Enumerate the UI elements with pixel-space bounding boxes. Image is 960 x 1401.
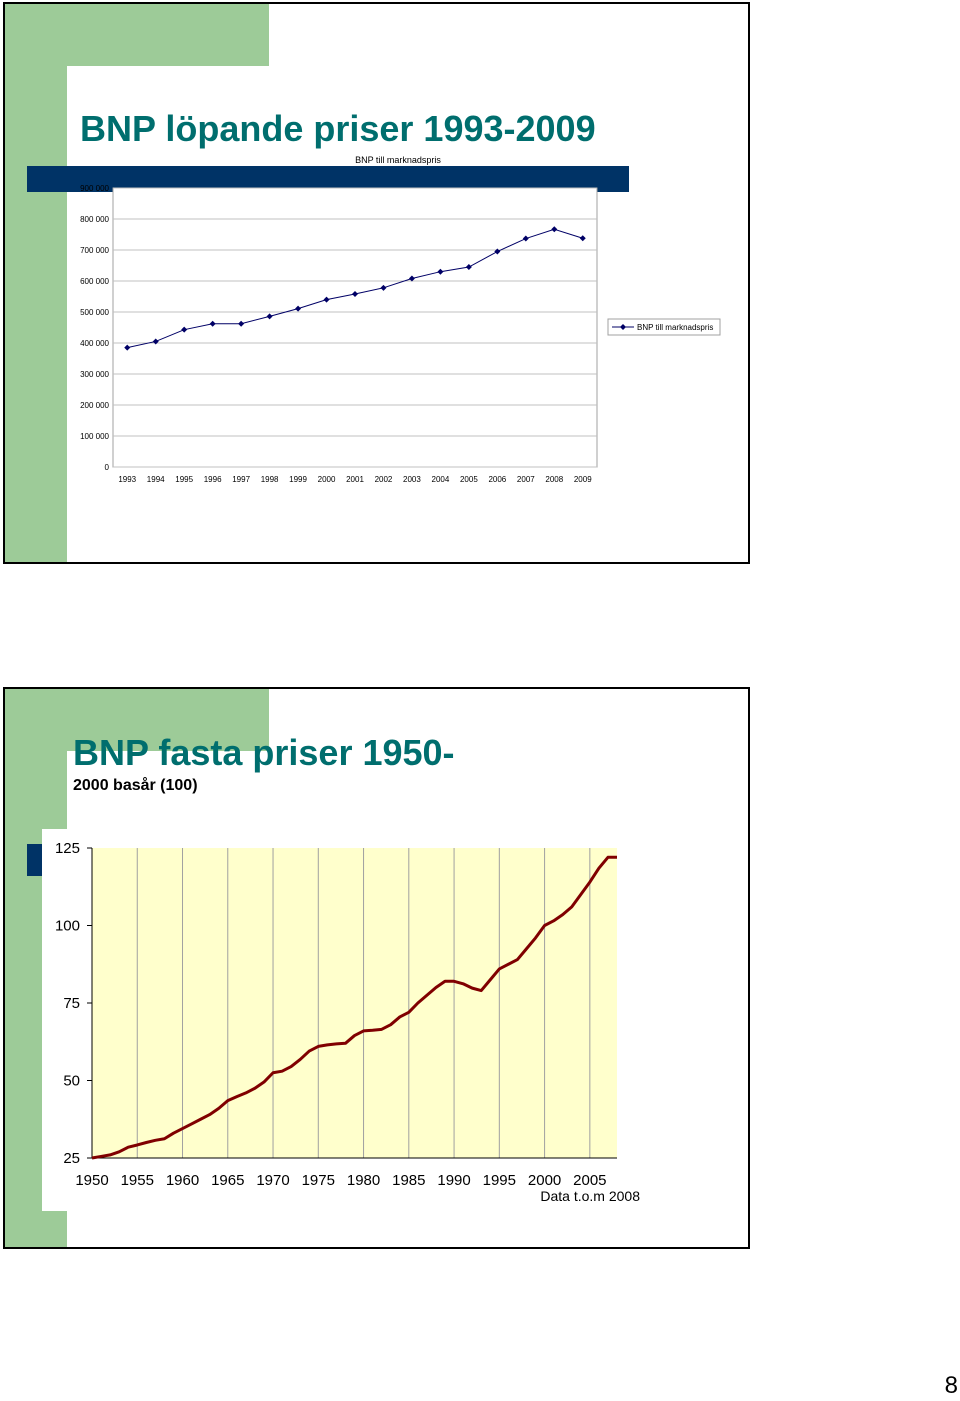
data-point <box>465 264 472 271</box>
data-point <box>124 344 131 351</box>
chart-title: BNP till marknadspris <box>355 155 441 165</box>
green-accent-left <box>5 4 67 562</box>
series-line <box>91 855 617 1160</box>
x-tick-label: 1998 <box>261 475 279 484</box>
x-tick-label: 2001 <box>346 475 364 484</box>
page-number: 8 <box>944 1372 958 1399</box>
x-tick-label: 1950 <box>75 1172 108 1189</box>
data-point <box>209 320 216 327</box>
data-point <box>494 248 501 255</box>
y-tick-label: 500 000 <box>80 308 109 317</box>
data-point <box>295 305 302 312</box>
y-tick-label: 25 <box>63 1150 80 1167</box>
x-tick-label: 2000 <box>528 1172 561 1189</box>
x-tick-label: 1995 <box>175 475 193 484</box>
x-tick-label: 2005 <box>460 475 478 484</box>
plot-area <box>92 848 617 1158</box>
x-tick-label: 2008 <box>545 475 563 484</box>
x-tick-label: 2003 <box>403 475 421 484</box>
x-tick-label: 2009 <box>574 475 592 484</box>
x-tick-label: 2005 <box>573 1172 606 1189</box>
y-tick-label: 200 000 <box>80 401 109 410</box>
x-tick-label: 1997 <box>232 475 250 484</box>
data-point <box>238 320 245 327</box>
data-point <box>579 235 586 242</box>
legend-marker <box>620 324 626 330</box>
x-tick-label: 1970 <box>256 1172 289 1189</box>
y-tick-label: 300 000 <box>80 370 109 379</box>
chart-bnp-fasta: 1950 1955 1960 1965 1970 1975 1980 1985 1990 1995… <box>42 829 640 1211</box>
x-tick-label: 2004 <box>432 475 450 484</box>
x-tick-label: 2006 <box>488 475 506 484</box>
x-tick-label: 1965 <box>211 1172 244 1189</box>
y-tick-label: 100 000 <box>80 432 109 441</box>
x-tick-label: 1975 <box>302 1172 335 1189</box>
x-tick-label: 1999 <box>289 475 307 484</box>
data-point <box>380 284 387 291</box>
data-point <box>352 291 358 298</box>
y-tick-label: 75 <box>63 995 80 1012</box>
y-tick-label: 50 <box>63 1073 80 1090</box>
slide-1: BNP löpande priser 1993-2009 BNP till ma… <box>3 2 750 564</box>
data-point <box>266 313 273 320</box>
x-tick-label: 1993 <box>118 475 136 484</box>
x-tick-label: 1990 <box>437 1172 470 1189</box>
x-tick-label: 1955 <box>121 1172 154 1189</box>
plot-area <box>112 187 598 468</box>
data-point <box>181 326 188 333</box>
data-point <box>551 226 558 233</box>
y-tick-label: 800 000 <box>80 215 109 224</box>
y-tick-label: 600 000 <box>80 277 109 286</box>
slide-title: BNP löpande priser 1993-2009 <box>80 108 596 149</box>
slide-2: BNP fasta priser 1950- 2000 basår (100) … <box>3 687 750 1249</box>
x-tick-label: 2007 <box>517 475 535 484</box>
x-tick-label: 1960 <box>166 1172 199 1189</box>
green-accent-top <box>65 689 269 751</box>
x-tick-label: 1995 <box>483 1172 516 1189</box>
data-point <box>323 296 330 303</box>
legend-box <box>607 318 721 336</box>
y-tick-label: 125 <box>55 840 80 857</box>
data-point <box>522 235 529 242</box>
y-tick-label: 100 <box>55 918 80 935</box>
chart-bnp-lopande: BNP till marknadspris 0 100 000 200 000 300 … <box>80 155 721 484</box>
y-tick-label: 400 000 <box>80 339 109 348</box>
data-point <box>152 338 159 345</box>
x-tick-label: 1994 <box>147 475 165 484</box>
slide-subtitle: 2000 basår (100) <box>73 777 198 794</box>
x-tick-label: 1996 <box>204 475 222 484</box>
slide-title: BNP fasta priser 1950- <box>73 732 455 773</box>
y-tick-label: 0 <box>105 463 110 472</box>
chart-note: Data t.o.m 2008 <box>540 1188 640 1204</box>
data-point <box>408 275 415 282</box>
y-tick-label: 900 000 <box>80 184 109 193</box>
legend-label: BNP till marknadspris <box>637 323 713 332</box>
green-accent-top <box>65 4 269 66</box>
x-tick-label: 1985 <box>392 1172 425 1189</box>
x-tick-label: 2000 <box>318 475 336 484</box>
data-point <box>437 268 444 275</box>
y-tick-label: 700 000 <box>80 246 109 255</box>
x-tick-label: 1980 <box>347 1172 380 1189</box>
x-tick-label: 2002 <box>375 475 393 484</box>
